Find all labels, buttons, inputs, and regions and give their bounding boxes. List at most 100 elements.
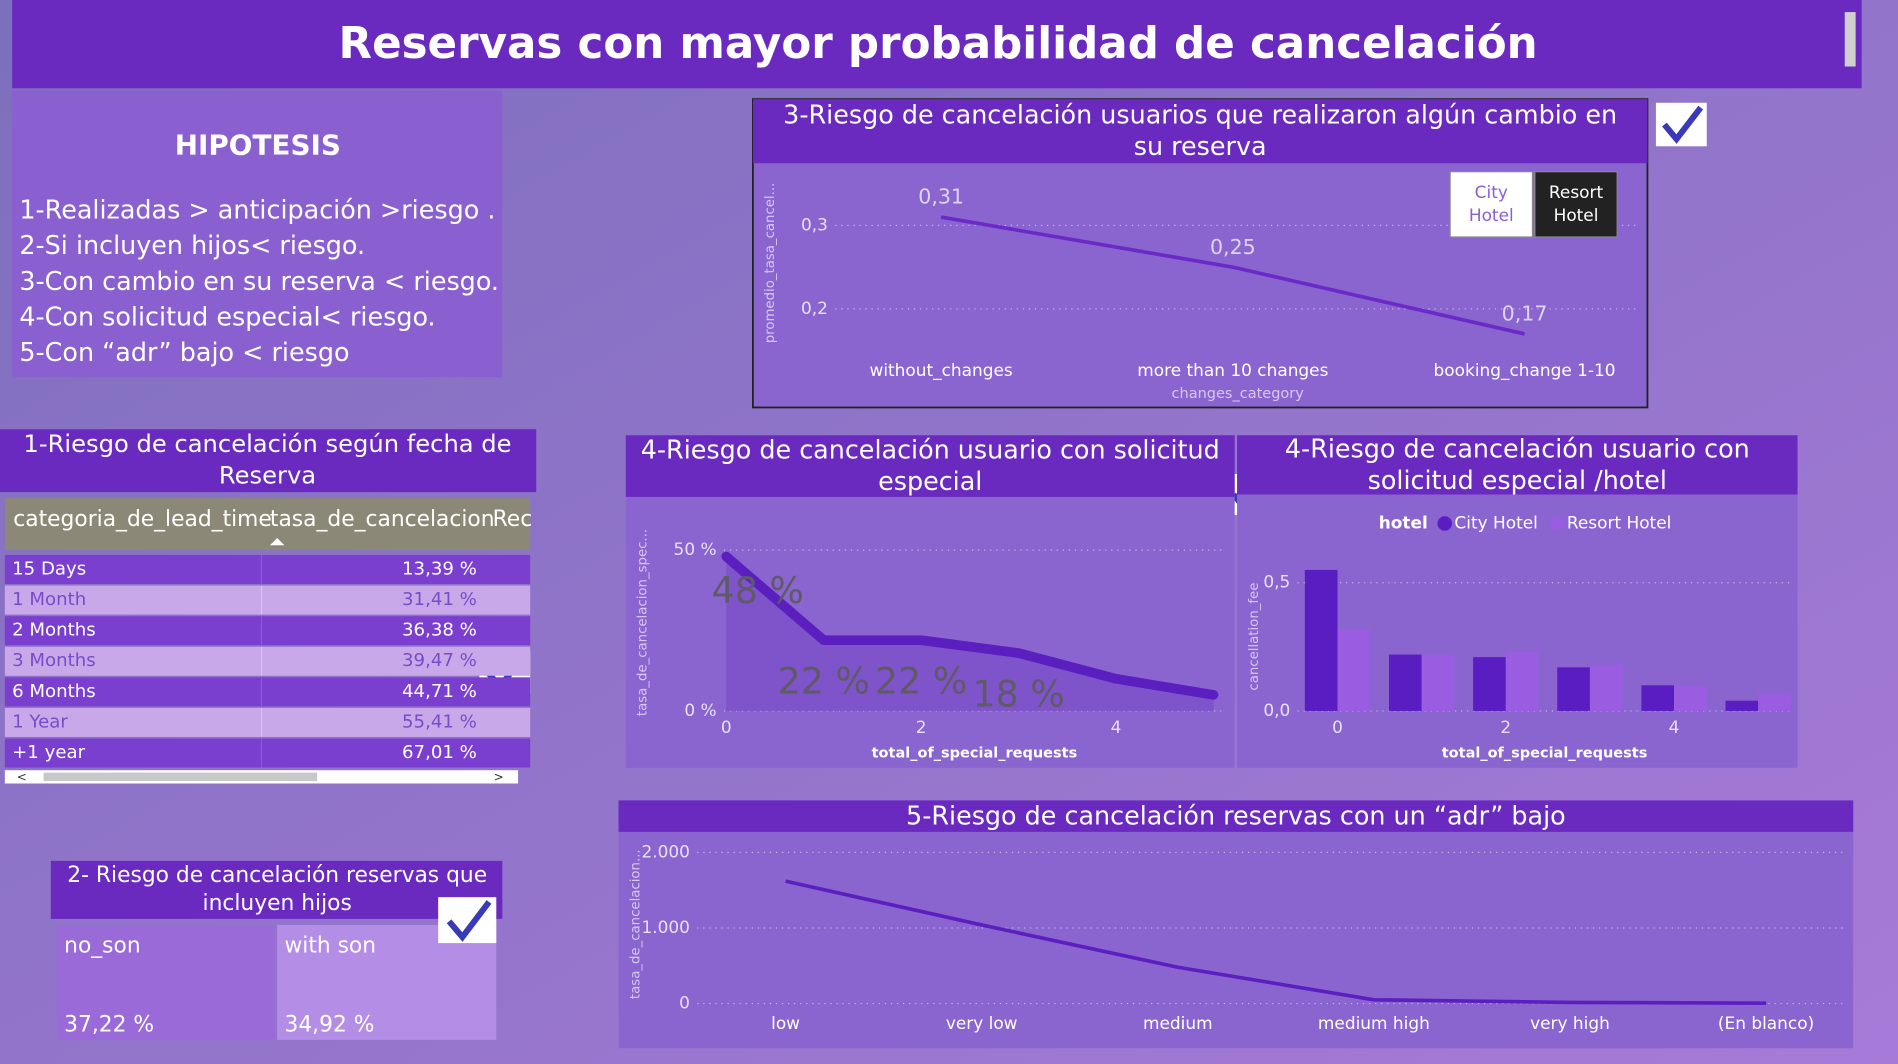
y-axis-label: tasa_de_cancelacion... <box>628 849 643 999</box>
x-axis-label: changes_category <box>1172 386 1305 402</box>
table-cell: 31,41 % <box>402 589 477 610</box>
scrollbar-thumb <box>43 772 318 782</box>
y-tick-label: 0,2 <box>801 298 828 318</box>
x-tick-label: medium high <box>1318 1013 1430 1033</box>
table-cell: 13,39 % <box>402 558 477 579</box>
title-bar <box>12 0 1862 89</box>
y-tick-label: 0 <box>679 993 690 1013</box>
table-row <box>4 646 531 676</box>
slicer-button[interactable] <box>1534 171 1618 238</box>
card <box>56 924 275 1040</box>
x-tick-label: (En blanco) <box>1718 1013 1814 1033</box>
chart-title-bar <box>1237 435 1798 495</box>
bar <box>1421 654 1455 711</box>
slicer-label: City Hotel <box>1469 182 1514 225</box>
hypothesis-item: 4-Con solicitud especial< riesgo. <box>19 302 435 332</box>
hypothesis-item: 2-Si incluyen hijos< riesgo. <box>19 230 365 260</box>
table-row <box>4 585 531 615</box>
cards-title-bar <box>50 860 503 919</box>
card-value: 37,22 % <box>64 1012 154 1037</box>
data-label: 0,31 <box>918 185 964 209</box>
scroll-left[interactable]: < <box>17 770 27 784</box>
table-title-bar <box>0 429 537 493</box>
chart-title-bar <box>752 99 1648 164</box>
x-tick-label: 0 <box>721 717 732 737</box>
line <box>721 551 1219 700</box>
area <box>726 556 1214 711</box>
table-cell: 2 Months <box>12 620 96 641</box>
table-cell: 15 Days <box>12 558 86 579</box>
chart-panel <box>618 800 1854 1049</box>
card <box>277 924 497 1040</box>
slicer-label: Resort Hotel <box>1549 182 1604 225</box>
chart-title: 4-Riesgo de cancelación usuario con soli… <box>641 435 1220 496</box>
x-tick-label: without_changes <box>870 360 1013 381</box>
legend-label: City Hotel <box>1454 513 1537 533</box>
card-label: with son <box>284 934 376 959</box>
bar <box>1337 628 1371 711</box>
legend-swatch <box>1549 516 1565 531</box>
check-icon <box>1655 102 1707 147</box>
cards-title: 2- Riesgo de cancelación reservas que inc… <box>67 863 487 916</box>
table-row <box>4 677 531 707</box>
y-tick-label: 0,5 <box>1263 572 1290 592</box>
bar <box>1505 651 1539 711</box>
y-axis-label: tasa_de_cancelacion_spec... <box>636 529 651 716</box>
y-axis-label: promedio_tasa_cancel... <box>763 183 778 344</box>
hypothesis-item: 5-Con “adr” bajo < riesgo <box>19 337 349 367</box>
table-row <box>4 616 531 646</box>
column-header: tasa_de_cancelacion <box>270 507 495 532</box>
table-cell: 1 Year <box>12 711 68 732</box>
y-tick-label: 0,0 <box>1263 700 1290 720</box>
y-axis-label: cancellation_fee <box>1247 583 1262 691</box>
table-row <box>4 554 531 584</box>
check-icon <box>438 897 497 944</box>
chart-title-bar <box>625 435 1235 497</box>
line <box>785 879 1767 1005</box>
legend-label: Resort Hotel <box>1567 513 1671 533</box>
y-tick-label: 0,3 <box>801 214 828 234</box>
bar <box>1725 700 1759 711</box>
data-label: 0,25 <box>1210 235 1256 259</box>
chart-title: 3-Riesgo de cancelación usuarios que rea… <box>783 100 1617 161</box>
x-tick-label: low <box>771 1013 800 1033</box>
y-tick-label: 50 % <box>674 539 717 559</box>
x-tick-label: medium <box>1143 1013 1213 1033</box>
table-cell: 36,38 % <box>402 620 477 641</box>
x-tick-label: very high <box>1530 1013 1610 1033</box>
bar <box>1758 692 1791 711</box>
legend-swatch <box>1437 516 1452 531</box>
table-row <box>4 738 531 768</box>
page-title: Reservas con mayor probabilidad de cance… <box>339 19 1538 69</box>
card-label: no_son <box>64 934 140 959</box>
table-cell: 6 Months <box>12 681 96 702</box>
y-tick-label: 1.000 <box>641 917 689 937</box>
hypothesis-item: 3-Con cambio en su reserva < riesgo. <box>19 266 499 296</box>
bar <box>1641 685 1675 711</box>
slicer-button[interactable] <box>1449 171 1534 238</box>
table-cell: +1 year <box>12 742 86 763</box>
chart-title: 4-Riesgo de cancelación usuario con solic… <box>1285 433 1750 494</box>
card-value: 34,92 % <box>284 1012 374 1037</box>
table-cell: 67,01 % <box>402 742 477 763</box>
data-label: 22 % <box>875 660 967 703</box>
bar <box>1473 657 1506 711</box>
hypothesis-item: 1-Realizadas > anticipación >riesgo . <box>19 195 495 225</box>
data-label: 22 % <box>778 660 870 703</box>
table-cell: 39,47 % <box>402 650 477 671</box>
table-row <box>4 707 531 737</box>
x-axis-label: total_of_special_requests <box>1442 745 1648 761</box>
scroll-right[interactable]: > <box>494 770 504 784</box>
x-tick-label: more than 10 changes <box>1137 360 1328 380</box>
data-label: 18 % <box>972 673 1064 716</box>
bar <box>1304 569 1338 711</box>
chart-title-bar <box>618 800 1854 832</box>
data-label: 0,17 <box>1502 302 1548 326</box>
line <box>940 215 1525 336</box>
bar <box>1388 654 1422 711</box>
bar <box>1674 685 1707 711</box>
x-tick-label: 4 <box>1669 717 1680 737</box>
table-cell: 1 Month <box>12 589 86 610</box>
table-cell: 55,41 % <box>402 711 477 732</box>
